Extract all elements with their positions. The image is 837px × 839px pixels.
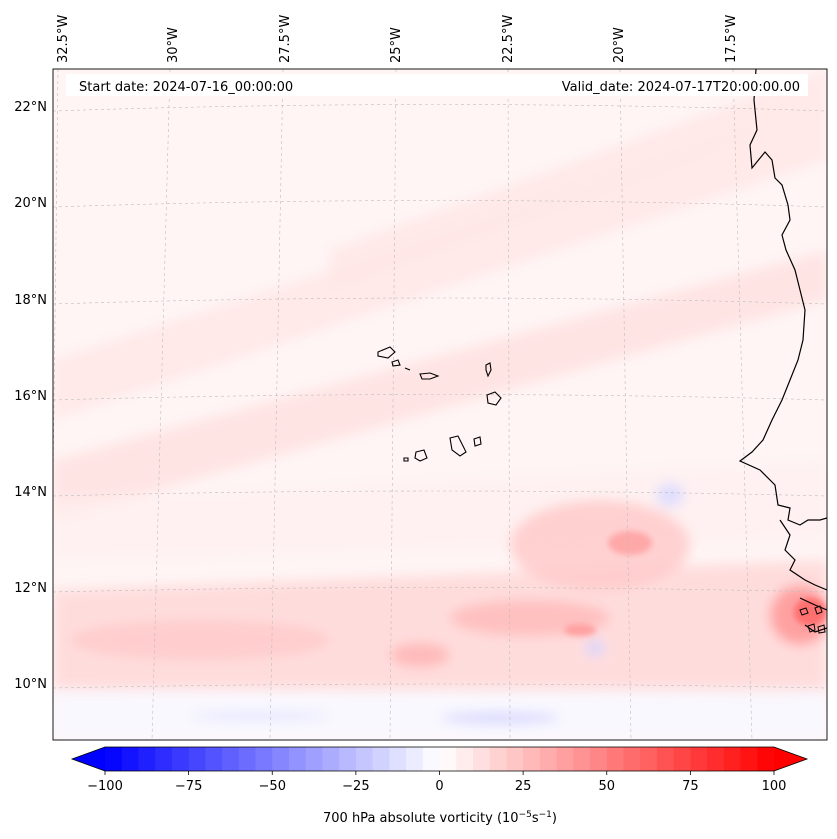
- colorbar-label: 700 hPa absolute vorticity (10−5s−1): [323, 810, 557, 826]
- colorbar-cell: [389, 747, 407, 771]
- colorbar-cell: [573, 747, 591, 771]
- colorbar-cell: [606, 747, 625, 771]
- colorbar-cell: [272, 747, 290, 771]
- start-date-label: Start date: 2024-07-16_00:00:00: [79, 80, 293, 95]
- colorbar-tick-label: −50: [259, 779, 286, 794]
- colorbar-extend-high: [774, 747, 807, 771]
- longitude-labels: 32.5°W 30°W 27.5°W 25°W 22.5°W 20°W 17.5…: [56, 15, 739, 63]
- colorbar-cell: [339, 747, 357, 771]
- colorbar: −100 −75 −50 −25 0 25 50 75 100 700 hPa absolute…: [70, 746, 809, 826]
- colorbar-tick-label: 25: [515, 779, 532, 794]
- colorbar-cell: [322, 747, 340, 771]
- colorbar-cell: [439, 747, 457, 771]
- colorbar-cell: [105, 747, 123, 771]
- colorbar-label-exp1: −5: [519, 810, 532, 820]
- vorticity-map: Start date: 2024-07-16_00:00:00 Valid_da…: [53, 69, 827, 740]
- colorbar-cell: [255, 747, 273, 771]
- colorbar-ticks: −100 −75 −50 −25 0 25 50 75 100: [87, 771, 786, 794]
- colorbar-tick-label: −75: [175, 779, 202, 794]
- lon-label: 32.5°W: [56, 15, 71, 63]
- colorbar-cell: [740, 747, 758, 771]
- lon-label: 30°W: [166, 27, 181, 63]
- colorbar-label-mid: s: [532, 811, 539, 826]
- gridlines: [53, 69, 827, 740]
- colorbar-cell: [205, 747, 223, 771]
- lat-label: 20°N: [14, 196, 47, 211]
- colorbar-cell: [222, 747, 240, 771]
- colorbar-cell: [188, 747, 206, 771]
- colorbar-cell: [506, 747, 524, 771]
- colorbar-cell: [238, 747, 257, 771]
- colorbar-cell: [489, 747, 508, 771]
- colorbar-cell: [690, 747, 708, 771]
- colorbar-cell: [723, 747, 742, 771]
- colorbar-cells: [105, 747, 775, 771]
- cape-verde-islands: [377, 346, 502, 462]
- colorbar-cell: [640, 747, 658, 771]
- lon-label: 25°W: [389, 27, 404, 63]
- colorbar-cell: [305, 747, 324, 771]
- coastal-islands: [799, 605, 826, 634]
- colorbar-cell: [155, 747, 173, 771]
- colorbar-cell: [707, 747, 725, 771]
- header-box: [66, 74, 808, 96]
- lat-label: 18°N: [14, 293, 47, 308]
- colorbar-cell: [138, 747, 156, 771]
- latitude-labels: 22°N 20°N 18°N 16°N 14°N 12°N 10°N: [14, 100, 47, 692]
- colorbar-label-end: ): [552, 811, 557, 826]
- colorbar-tick-label: 0: [435, 779, 443, 794]
- colorbar-cell: [623, 747, 641, 771]
- lon-label: 22.5°W: [501, 15, 516, 63]
- lon-label: 27.5°W: [278, 15, 293, 63]
- colorbar-cell: [656, 747, 675, 771]
- colorbar-tick-label: −25: [342, 779, 369, 794]
- valid-date-label: Valid_date: 2024-07-17T20:00:00.00: [562, 80, 800, 95]
- colorbar-cell: [673, 747, 691, 771]
- colorbar-label-exp2: −1: [539, 810, 552, 820]
- colorbar-tick-label: 50: [598, 779, 615, 794]
- colorbar-cell: [171, 747, 190, 771]
- colorbar-cell: [590, 747, 608, 771]
- colorbar-cell: [372, 747, 390, 771]
- colorbar-cell: [121, 747, 140, 771]
- vorticity-maxima: [564, 531, 826, 636]
- lat-label: 16°N: [14, 389, 47, 404]
- vorticity-field: [53, 70, 827, 740]
- colorbar-cell: [556, 747, 574, 771]
- colorbar-cell: [757, 747, 775, 771]
- lon-label: 17.5°W: [724, 15, 739, 63]
- lat-label: 22°N: [14, 100, 47, 115]
- colorbar-extend-low: [72, 747, 105, 771]
- coastline: [738, 69, 827, 633]
- lat-label: 12°N: [14, 581, 47, 596]
- colorbar-cell: [456, 747, 474, 771]
- colorbar-tick-label: −100: [87, 779, 123, 794]
- colorbar-cell: [523, 747, 541, 771]
- map-frame: [52, 68, 828, 741]
- colorbar-cell: [539, 747, 558, 771]
- colorbar-tick-label: 75: [682, 779, 699, 794]
- colorbar-cell: [406, 747, 424, 771]
- lat-label: 14°N: [14, 485, 47, 500]
- colorbar-cell: [288, 747, 307, 771]
- lon-label: 20°W: [612, 27, 627, 63]
- colorbar-cell: [355, 747, 374, 771]
- colorbar-cell: [422, 747, 441, 771]
- colorbar-tick-label: 100: [762, 779, 787, 794]
- colorbar-cell: [472, 747, 491, 771]
- lat-label: 10°N: [14, 677, 47, 692]
